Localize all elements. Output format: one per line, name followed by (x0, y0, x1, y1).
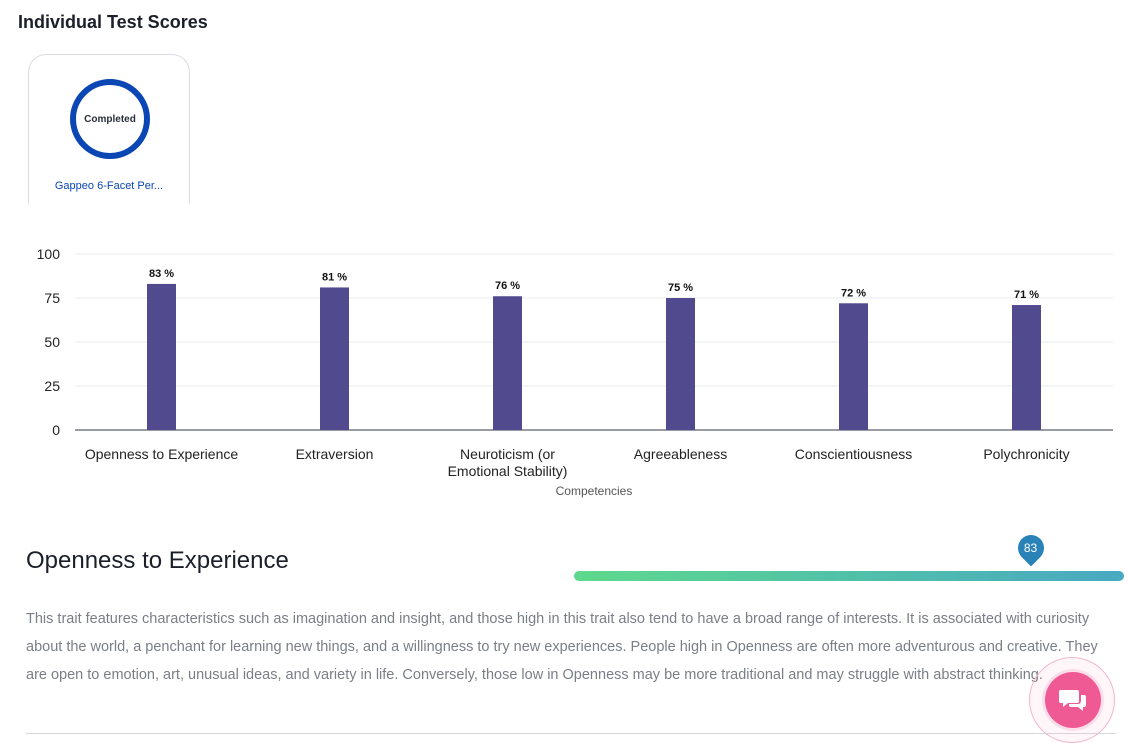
y-tick-label: 100 (37, 246, 61, 262)
y-tick-label: 0 (52, 422, 60, 438)
x-tick-label: Emotional Stability) (448, 463, 568, 479)
status-ring: Completed (70, 79, 150, 159)
x-tick-label: Polychronicity (983, 446, 1069, 462)
test-name-link[interactable]: Gappeo 6-Facet Per... (54, 180, 164, 192)
x-axis-title: Competencies (556, 484, 633, 498)
bar (666, 298, 695, 430)
x-tick-label: Openness to Experience (85, 446, 239, 462)
y-tick-label: 75 (44, 290, 60, 306)
section-description: This trait features characteristics such… (26, 611, 1098, 683)
x-tick-label: Extraversion (296, 446, 374, 462)
data-label: 75 % (668, 282, 693, 294)
bar (320, 287, 349, 430)
score-marker-label: 83 (1023, 541, 1038, 555)
status-text: Completed (84, 113, 136, 125)
data-label: 81 % (322, 271, 347, 283)
x-tick-label: Conscientiousness (795, 446, 913, 462)
x-tick-label: Neuroticism (or (460, 446, 555, 462)
test-card[interactable]: Completed Gappeo 6-Facet Per... (28, 54, 190, 204)
y-tick-label: 25 (44, 378, 60, 394)
chat-button[interactable] (1045, 672, 1101, 728)
data-label: 71 % (1014, 289, 1039, 301)
bar (1012, 305, 1041, 430)
page-title: Individual Test Scores (18, 12, 208, 32)
bar (839, 303, 868, 430)
bar (493, 296, 522, 430)
data-label: 72 % (841, 287, 866, 299)
chart-svg: 0 25 50 75 100 83 % Openness to Experience 81 %… (37, 246, 1113, 498)
chat-bubbles-icon (1059, 690, 1086, 711)
data-label: 83 % (149, 268, 174, 280)
bar (147, 283, 176, 430)
section-title: Openness to Experience (26, 547, 289, 574)
divider (26, 733, 1116, 734)
x-tick-label: Agreeableness (634, 446, 727, 462)
data-label: 76 % (495, 280, 520, 292)
competency-bar-chart: 0 25 50 75 100 83 % Openness to Experience 81 %… (0, 230, 1133, 510)
score-slider-track: 83 (574, 529, 1124, 581)
y-tick-label: 50 (44, 334, 60, 350)
